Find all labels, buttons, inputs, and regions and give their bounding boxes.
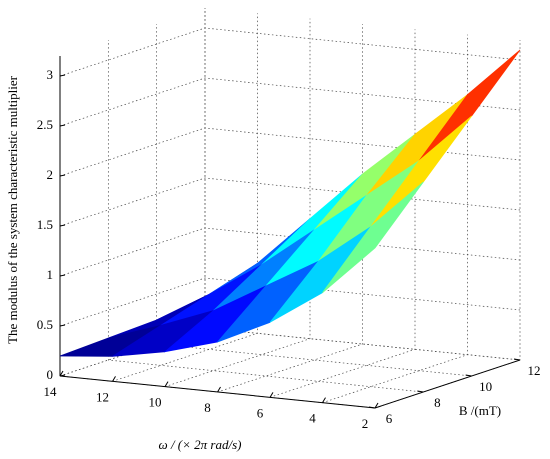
y-axis: [374, 359, 521, 409]
x-tick-label: 6: [257, 405, 264, 420]
y-tick-label: 10: [479, 379, 492, 394]
z-tick-label: 2.5: [37, 117, 53, 132]
x-tick: [374, 402, 379, 409]
surface-patch: [322, 181, 424, 293]
z-tick: [59, 124, 66, 127]
grid-line: [107, 40, 424, 393]
surface-patch: [418, 49, 521, 161]
z-tick-label: 0.5: [37, 317, 53, 332]
x-tick-label: 2: [362, 416, 369, 431]
z-tick: [59, 74, 66, 77]
y-axis-label: B /(mT): [459, 403, 501, 418]
x-tick: [269, 392, 274, 398]
x-tick-label: 14: [44, 384, 58, 399]
grid-line: [59, 27, 521, 77]
x-tick: [59, 370, 64, 377]
z-tick: [59, 224, 66, 227]
x-tick-label: 4: [309, 411, 316, 426]
y-tick: [465, 374, 472, 377]
z-tick: [59, 174, 66, 177]
y-tick-label: 6: [386, 411, 393, 426]
x-tick: [164, 381, 169, 387]
y-tick: [417, 390, 424, 393]
grid-line: [59, 177, 521, 227]
z-tick: [59, 274, 66, 277]
grid-line: [217, 24, 363, 393]
z-axis-label: The modulus of the system characteristic…: [5, 75, 20, 344]
z-tick-label: 3: [47, 67, 54, 82]
grid-line: [59, 277, 521, 327]
z-tick: [59, 374, 66, 377]
x-tick-label: 10: [149, 395, 162, 410]
x-tick: [217, 386, 221, 393]
z-tick-label: 0: [47, 367, 54, 382]
grid-line: [164, 18, 311, 387]
grid-line: [59, 77, 521, 127]
y-tick: [513, 358, 521, 361]
y-tick-label: 12: [528, 363, 541, 378]
grid-line: [112, 13, 258, 382]
z-tick-label: 2: [47, 167, 54, 182]
x-tick-label: 12: [96, 389, 109, 404]
x-tick-label: 8: [204, 400, 211, 415]
x-axis-label: ω / (× 2π rad/s): [159, 437, 242, 452]
y-tick: [368, 406, 376, 409]
z-tick: [59, 324, 66, 327]
z-tick-label: 1.5: [37, 217, 53, 232]
x-tick: [322, 397, 326, 403]
grid-line: [269, 29, 416, 398]
z-tick-label: 1: [47, 267, 54, 282]
y-tick-label: 8: [434, 395, 441, 410]
x-tick: [112, 376, 116, 382]
